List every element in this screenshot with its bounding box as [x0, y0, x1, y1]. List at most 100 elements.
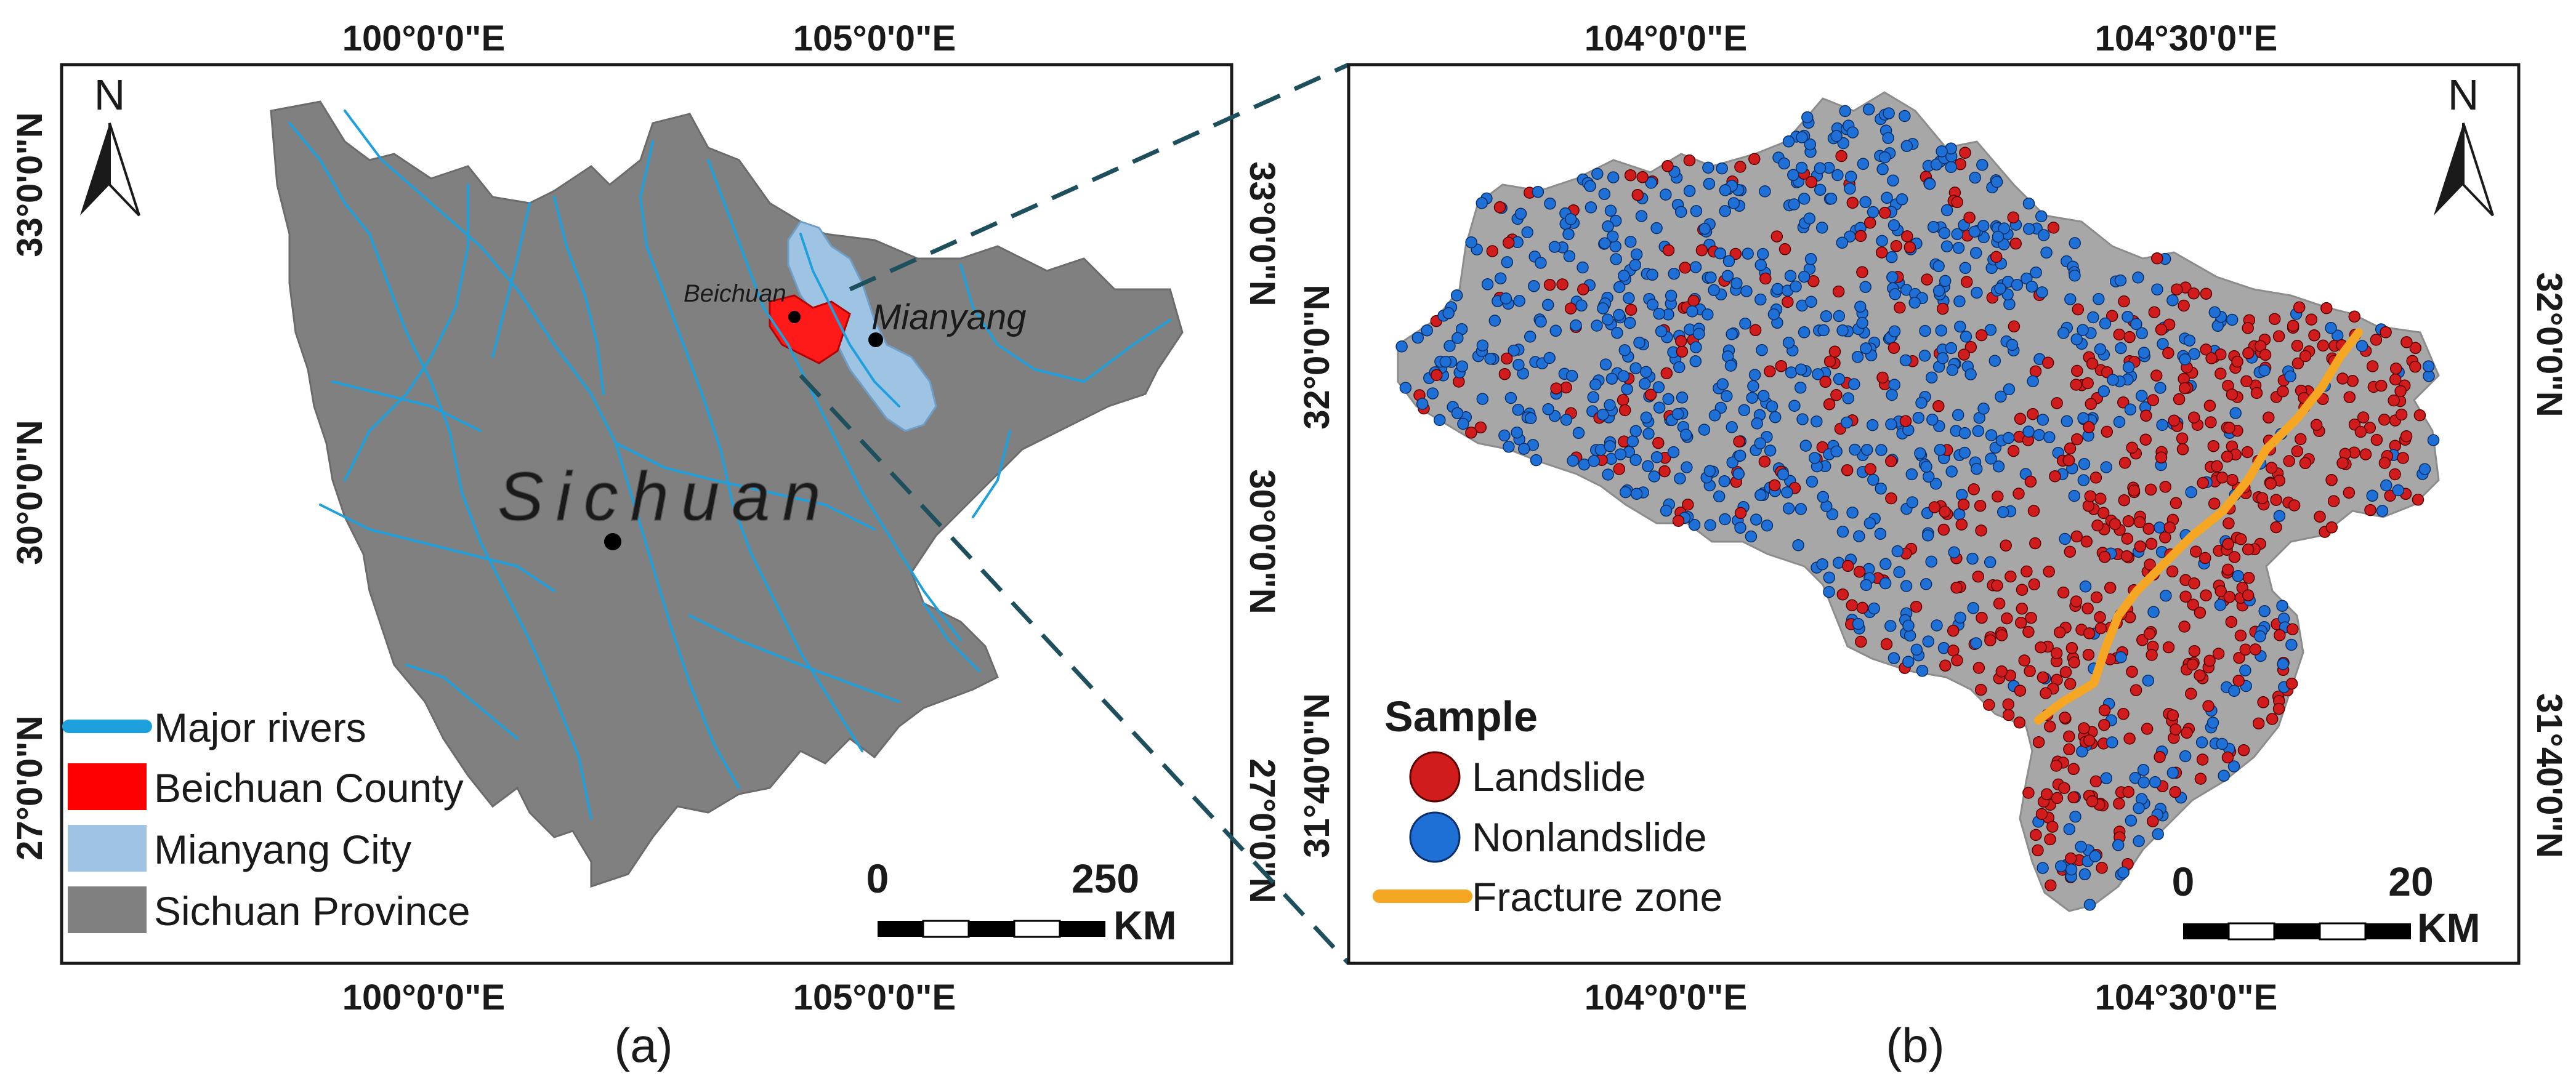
nonlandslide-sample-point — [1910, 643, 1923, 656]
nonlandslide-sample-point — [1662, 393, 1674, 405]
nonlandslide-sample-point — [1575, 299, 1588, 312]
nonlandslide-sample-point — [1734, 449, 1746, 462]
nonlandslide-sample-point — [1998, 222, 2011, 235]
nonlandslide-sample-point — [2078, 868, 2091, 881]
nonlandslide-sample-point — [1932, 260, 1945, 273]
nonlandslide-sample-point — [1801, 111, 1814, 124]
landslide-sample-point — [2380, 326, 2392, 339]
landslide-sample-point — [1984, 634, 1997, 646]
landslide-sample-point — [1992, 490, 2004, 503]
nonlandslide-sample-point — [2011, 279, 2024, 291]
nonlandslide-sample-point — [1476, 393, 1489, 405]
nonlandslide-sample-point — [1971, 286, 1983, 299]
landslide-sample-point — [2216, 472, 2229, 484]
landslide-sample-point — [2173, 393, 2186, 406]
legend-a-item-0: Major rivers — [154, 705, 366, 750]
landslide-sample-point — [2000, 539, 2012, 552]
nonlandslide-sample-point — [1972, 425, 1985, 437]
landslide-sample-point — [1974, 499, 1987, 512]
nonlandslide-sample-point — [1919, 324, 1931, 337]
nonlandslide-sample-point — [1984, 324, 1997, 336]
nonlandslide-sample-point — [1970, 462, 1983, 475]
landslide-sample-point — [1819, 375, 1831, 388]
nonlandslide-sample-point — [2229, 407, 2242, 419]
landslide-sample-point — [1936, 302, 1949, 315]
b-right-tick-1: 31°40'0"N — [2529, 693, 2569, 858]
nonlandslide-sample-point — [2122, 310, 2134, 323]
nonlandslide-sample-point — [1567, 454, 1579, 467]
landslide-sample-point — [2169, 723, 2182, 736]
nonlandslide-sample-point — [1904, 629, 1916, 642]
nonlandslide-sample-point — [1591, 319, 1603, 332]
nonlandslide-sample-point — [1920, 460, 1932, 473]
landslide-sample-point — [2176, 443, 2189, 456]
nonlandslide-sample-point — [1804, 253, 1817, 265]
landslide-sample-point — [2070, 379, 2082, 391]
nonlandslide-sample-point — [2022, 223, 2035, 235]
nonlandslide-sample-point — [1642, 427, 1655, 440]
nonlandslide-sample-point — [1633, 336, 1645, 349]
landslide-sample-point — [2139, 433, 2152, 446]
nonlandslide-sample-point — [2154, 382, 2166, 394]
nonlandslide-sample-point — [1640, 366, 1652, 378]
landslide-sample-point — [2027, 407, 2039, 420]
nonlandslide-sample-point — [1630, 488, 1643, 500]
landslide-sample-point — [2194, 773, 2207, 785]
a-right-tick-0: 33°0'0"N — [1242, 161, 1282, 306]
nonlandslide-sample-point — [2277, 658, 2289, 670]
landslide-sample-point — [2122, 515, 2135, 528]
nonlandslide-sample-point — [2124, 403, 2137, 416]
landslide-sample-point — [2009, 237, 2022, 250]
nonlandslide-sample-point — [1836, 324, 1849, 337]
landslide-sample-point — [2200, 589, 2212, 601]
nonlandslide-sample-point — [1716, 378, 1729, 390]
nonlandslide-sample-point — [1900, 140, 1913, 152]
landslide-sample-point — [2146, 649, 2158, 661]
landslide-sample-point — [1841, 464, 1854, 476]
landslide-sample-point — [2035, 808, 2048, 821]
nonlandslide-sample-point — [2392, 484, 2405, 497]
landslide-sample-point — [1976, 611, 1988, 624]
landslide-sample-point — [1958, 348, 1970, 361]
nonlandslide-sample-point — [1880, 558, 1892, 571]
nonlandslide-sample-point — [1884, 620, 1897, 632]
beichuan-label: Beichuan — [684, 280, 786, 307]
sichuan-label: Sichuan — [498, 458, 833, 535]
landslide-sample-point — [1901, 230, 1913, 243]
landslide-sample-point — [2249, 643, 2262, 656]
nonlandslide-sample-point — [2061, 415, 2073, 427]
landslide-sample-point — [1983, 699, 1995, 711]
landslide-sample-point — [2285, 677, 2298, 690]
landslide-sample-point — [2400, 430, 2413, 443]
nonlandslide-sample-point — [2427, 434, 2440, 446]
nonlandslide-sample-point — [1587, 391, 1599, 404]
nonlandslide-sample-point — [2258, 364, 2271, 377]
nonlandslide-sample-point — [1862, 103, 1875, 116]
landslide-sample-point — [1672, 515, 1685, 527]
b-bottom-tick-0: 104°0'0"E — [1585, 978, 1747, 1018]
nonlandslide-sample-point — [2068, 489, 2081, 502]
landslide-sample-point — [2051, 792, 2064, 805]
nonlandslide-sample-point — [1958, 427, 1971, 440]
landslide-sample-point — [2395, 408, 2408, 421]
landslide-sample-point — [1964, 341, 1977, 353]
landslide-sample-point — [1734, 161, 1746, 173]
landslide-sample-point — [2237, 744, 2250, 757]
nonlandslide-sample-point — [1457, 417, 1469, 430]
nonlandslide-sample-point — [2214, 599, 2227, 611]
nonlandslide-sample-point — [2093, 293, 2105, 305]
nonlandslide-sample-point — [2208, 306, 2221, 319]
nonlandslide-sample-point — [1990, 175, 2003, 188]
landslide-sample-point — [2130, 684, 2142, 696]
nonlandslide-sample-point — [1747, 380, 1759, 393]
nonlandslide-sample-point — [1900, 580, 1913, 592]
nonlandslide-sample-point — [2195, 736, 2208, 749]
landslide-sample-point — [2308, 329, 2320, 342]
landslide-sample-point — [2242, 347, 2255, 359]
nonlandslide-sample-point — [1798, 193, 1811, 205]
nonlandslide-sample-point — [2114, 274, 2127, 287]
nonlandslide-sample-point — [1935, 324, 1947, 337]
north-arrow-a: N — [80, 71, 140, 217]
landslide-sample-point — [1879, 207, 1891, 219]
nonlandslide-sample-point — [2166, 766, 2179, 779]
